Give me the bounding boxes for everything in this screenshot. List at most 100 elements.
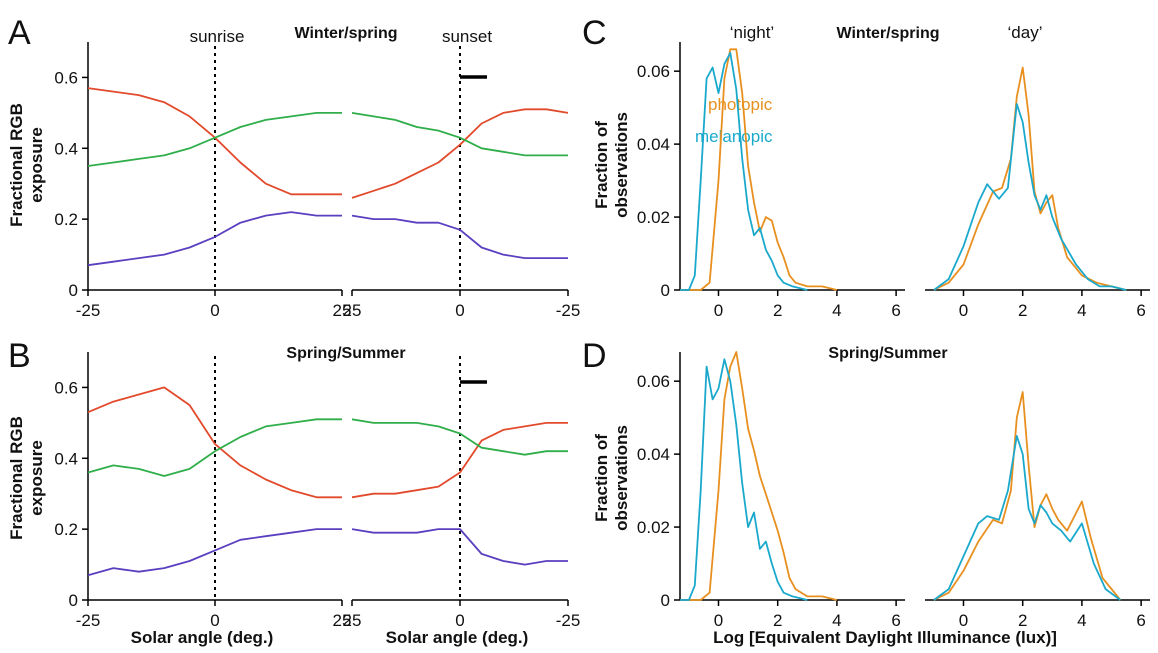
subplot-D-night: 0 2 4 6 0 0.02 0.04 0.06 bbox=[637, 351, 905, 630]
subplot-C-day: 0 2 4 6 bbox=[925, 66, 1150, 320]
x-tick-label-A-sunset-0: 25 bbox=[343, 301, 362, 320]
y-tick-label-C-night-2: 0.04 bbox=[637, 135, 670, 154]
series-line-B-sunset-blue bbox=[351, 528, 568, 566]
y-tick-label-C-night-0: 0 bbox=[661, 281, 670, 300]
series-line-B-sunset-green bbox=[351, 418, 568, 456]
x-tick-label-D-day-3: 6 bbox=[1136, 611, 1145, 630]
title-summer-right: Spring/Summer bbox=[828, 345, 947, 362]
ylabel-rgb-bottom-line2: exposure bbox=[27, 440, 46, 516]
x-tick-label-D-night-2: 4 bbox=[832, 611, 841, 630]
xlabel-solar-right: Solar angle (deg.) bbox=[386, 628, 529, 647]
x-tick-label-D-night-1: 2 bbox=[773, 611, 782, 630]
y-tick-label-A-sunrise-0: 0 bbox=[69, 281, 78, 300]
series-line-C-day-photopic bbox=[933, 66, 1127, 291]
ylabel-fraction-top: Fraction of observations bbox=[592, 112, 631, 218]
x-tick-label-B-sunrise-0: -25 bbox=[76, 611, 101, 630]
y-tick-label-B-sunrise-3: 0.6 bbox=[54, 378, 78, 397]
series-line-C-night-photopic bbox=[680, 48, 838, 291]
series-line-C-day-melanopic bbox=[933, 103, 1127, 291]
ylabel-rgb-top-line1: Fractional RGB bbox=[7, 103, 26, 227]
ylabel-rgb-bottom: Fractional RGB exposure bbox=[7, 416, 46, 540]
series-line-B-sunrise-blue bbox=[87, 528, 342, 577]
ylabel-fraction-top-line2: observations bbox=[612, 112, 631, 218]
series-line-D-night-photopic bbox=[680, 351, 838, 601]
legend-melanopic: melanopic bbox=[695, 127, 773, 146]
series-line-A-sunset-blue bbox=[351, 214, 568, 260]
x-tick-label-C-day-3: 6 bbox=[1136, 301, 1145, 320]
x-tick-label-C-night-0: 0 bbox=[714, 301, 723, 320]
x-tick-label-B-sunset-1: 0 bbox=[455, 611, 464, 630]
xlabel-solar-left: Solar angle (deg.) bbox=[131, 628, 274, 647]
title-winter-right: Winter/spring bbox=[837, 25, 940, 42]
y-tick-label-A-sunrise-2: 0.4 bbox=[54, 139, 78, 158]
y-tick-label-B-sunrise-2: 0.4 bbox=[54, 449, 78, 468]
night-label: ‘night’ bbox=[730, 23, 774, 42]
panel-letter-d: D bbox=[582, 337, 607, 375]
x-tick-label-D-day-1: 2 bbox=[1018, 611, 1027, 630]
y-tick-label-A-sunrise-3: 0.6 bbox=[54, 68, 78, 87]
sunset-label: sunset bbox=[442, 27, 492, 46]
series-line-B-sunset-red bbox=[351, 421, 568, 499]
x-tick-label-B-sunset-0: 25 bbox=[343, 611, 362, 630]
x-tick-label-C-night-1: 2 bbox=[773, 301, 782, 320]
panel-letter-a: A bbox=[8, 14, 31, 52]
sunrise-label: sunrise bbox=[190, 27, 245, 46]
series-line-D-night-melanopic bbox=[680, 358, 808, 601]
ylabel-fraction-bottom: Fraction of observations bbox=[592, 425, 631, 531]
y-tick-label-C-night-3: 0.06 bbox=[637, 62, 670, 81]
series-line-B-sunrise-red bbox=[87, 386, 342, 499]
ylabel-fraction-top-line1: Fraction of bbox=[592, 121, 611, 209]
series-line-A-sunset-green bbox=[351, 112, 568, 157]
series-line-D-day-photopic bbox=[933, 391, 1122, 601]
series-line-A-sunrise-blue bbox=[87, 211, 342, 267]
x-tick-label-B-sunrise-2: 25 bbox=[333, 611, 352, 630]
subplot-D-day: 0 2 4 6 bbox=[925, 391, 1150, 630]
series-line-A-sunset-red bbox=[351, 108, 569, 199]
subplot-C-night: 0 2 4 6 0 0.02 0.04 0.06 bbox=[637, 42, 905, 320]
series-line-C-night-melanopic bbox=[680, 52, 808, 291]
x-tick-label-D-day-2: 4 bbox=[1077, 611, 1086, 630]
title-winter-left: Winter/spring bbox=[295, 25, 398, 42]
ylabel-rgb-bottom-line1: Fractional RGB bbox=[7, 416, 26, 540]
x-tick-label-C-day-2: 4 bbox=[1077, 301, 1086, 320]
x-tick-label-A-sunrise-1: 0 bbox=[210, 301, 219, 320]
ylabel-fraction-bottom-line2: observations bbox=[612, 425, 631, 531]
x-tick-label-C-day-0: 0 bbox=[959, 301, 968, 320]
series-line-B-sunrise-green bbox=[87, 418, 342, 477]
y-tick-label-D-night-1: 0.02 bbox=[637, 518, 670, 537]
y-tick-label-D-night-3: 0.06 bbox=[637, 372, 670, 391]
x-tick-label-B-sunrise-1: 0 bbox=[210, 611, 219, 630]
x-tick-label-A-sunrise-0: -25 bbox=[76, 301, 101, 320]
y-tick-label-D-night-2: 0.04 bbox=[637, 445, 670, 464]
y-tick-label-C-night-1: 0.02 bbox=[637, 208, 670, 227]
x-tick-label-A-sunrise-2: 25 bbox=[333, 301, 352, 320]
x-tick-label-C-day-1: 2 bbox=[1018, 301, 1027, 320]
panel-letter-b: B bbox=[8, 337, 31, 375]
y-tick-label-D-night-0: 0 bbox=[661, 591, 670, 610]
y-tick-label-A-sunrise-1: 0.2 bbox=[54, 210, 78, 229]
x-tick-label-C-night-3: 6 bbox=[891, 301, 900, 320]
legend-photopic: photopic bbox=[708, 95, 773, 114]
xlabel-log: Log [Equivalent Daylight Illuminance (lu… bbox=[713, 628, 1057, 647]
x-tick-label-D-night-0: 0 bbox=[714, 611, 723, 630]
y-tick-label-B-sunrise-1: 0.2 bbox=[54, 520, 78, 539]
y-tick-label-B-sunrise-0: 0 bbox=[69, 591, 78, 610]
series-line-D-day-melanopic bbox=[933, 434, 1121, 601]
x-tick-label-A-sunset-2: -25 bbox=[556, 301, 581, 320]
panel-letter-c: C bbox=[582, 14, 607, 52]
x-tick-label-C-night-2: 4 bbox=[832, 301, 841, 320]
series-line-A-sunrise-green bbox=[87, 112, 342, 167]
subplot-A-sunset: 25 0 -25 bbox=[343, 46, 581, 320]
ylabel-rgb-top: Fractional RGB exposure bbox=[7, 103, 46, 227]
ylabel-rgb-top-line2: exposure bbox=[27, 127, 46, 203]
x-tick-label-D-night-3: 6 bbox=[891, 611, 900, 630]
x-tick-label-A-sunset-1: 0 bbox=[455, 301, 464, 320]
ylabel-fraction-bottom-line1: Fraction of bbox=[592, 434, 611, 522]
x-tick-label-B-sunset-2: -25 bbox=[556, 611, 581, 630]
title-summer-left: Spring/Summer bbox=[286, 345, 405, 362]
subplot-B-sunset: 25 0 -25 bbox=[343, 356, 581, 630]
